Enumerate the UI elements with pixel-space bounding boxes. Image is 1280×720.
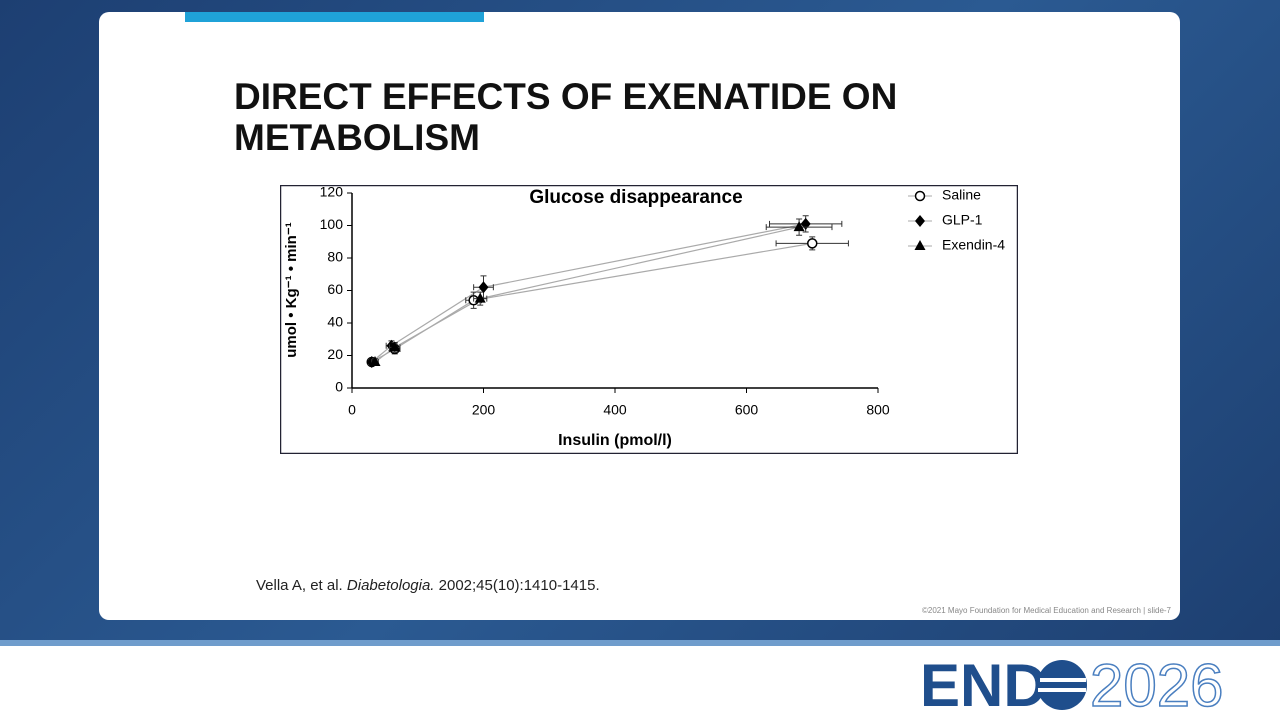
point — [478, 281, 489, 294]
point — [807, 238, 818, 249]
series-line — [371, 223, 806, 363]
logo-globe — [1037, 660, 1087, 710]
logo-left: END — [920, 652, 1047, 719]
chart: Glucose disappearance Insulin (pmol/l) u… — [280, 185, 1018, 454]
logo-right: 2026 — [1090, 652, 1223, 719]
series-line — [374, 226, 800, 363]
y-tick-label: 120 — [320, 185, 344, 200]
citation: Vella A, et al. Diabetologia. 2002;45(10… — [256, 577, 600, 594]
y-tick-label: 80 — [327, 249, 343, 265]
legend-label: GLP-1 — [942, 212, 983, 228]
x-axis-label: Insulin (pmol/l) — [558, 432, 672, 449]
point — [369, 356, 381, 366]
y-tick-label: 40 — [327, 314, 343, 330]
y-tick-label: 60 — [327, 281, 343, 297]
citation-details: 2002;45(10):1410-1415. — [438, 577, 600, 594]
accent-bar — [185, 12, 484, 22]
y-tick-label: 20 — [327, 346, 343, 362]
legend-marker — [914, 240, 926, 250]
legend-label: Saline — [942, 187, 981, 203]
x-tick-label: 200 — [472, 402, 496, 418]
citation-journal: Diabetologia. — [346, 577, 435, 594]
x-tick-label: 0 — [348, 402, 356, 418]
x-tick-label: 800 — [866, 402, 890, 418]
y-tick-label: 100 — [320, 216, 344, 232]
y-axis-label: umol • Kg⁻¹ • min⁻¹ — [283, 222, 300, 358]
footer: ©2021 Mayo Foundation for Medical Educat… — [922, 606, 1172, 615]
chart-frame — [280, 185, 1018, 454]
logo-globe-lines — [1038, 678, 1086, 692]
y-tick-label: 0 — [335, 379, 343, 395]
legend-marker — [915, 215, 925, 227]
legend-marker — [914, 190, 926, 202]
slide-title: DIRECT EFFECTS OF EXENATIDE ON METABOLIS… — [234, 76, 898, 158]
x-tick-label: 400 — [603, 402, 627, 418]
legend-label: Exendin-4 — [942, 237, 1005, 253]
point — [389, 341, 401, 352]
citation-authors: Vella A, et al. — [256, 577, 343, 594]
point — [386, 339, 397, 352]
x-tick-label: 600 — [735, 402, 759, 418]
point — [474, 292, 486, 303]
point — [793, 221, 805, 232]
chart-title: Glucose disappearance — [529, 187, 742, 208]
logo: END 2026 — [920, 651, 1224, 720]
